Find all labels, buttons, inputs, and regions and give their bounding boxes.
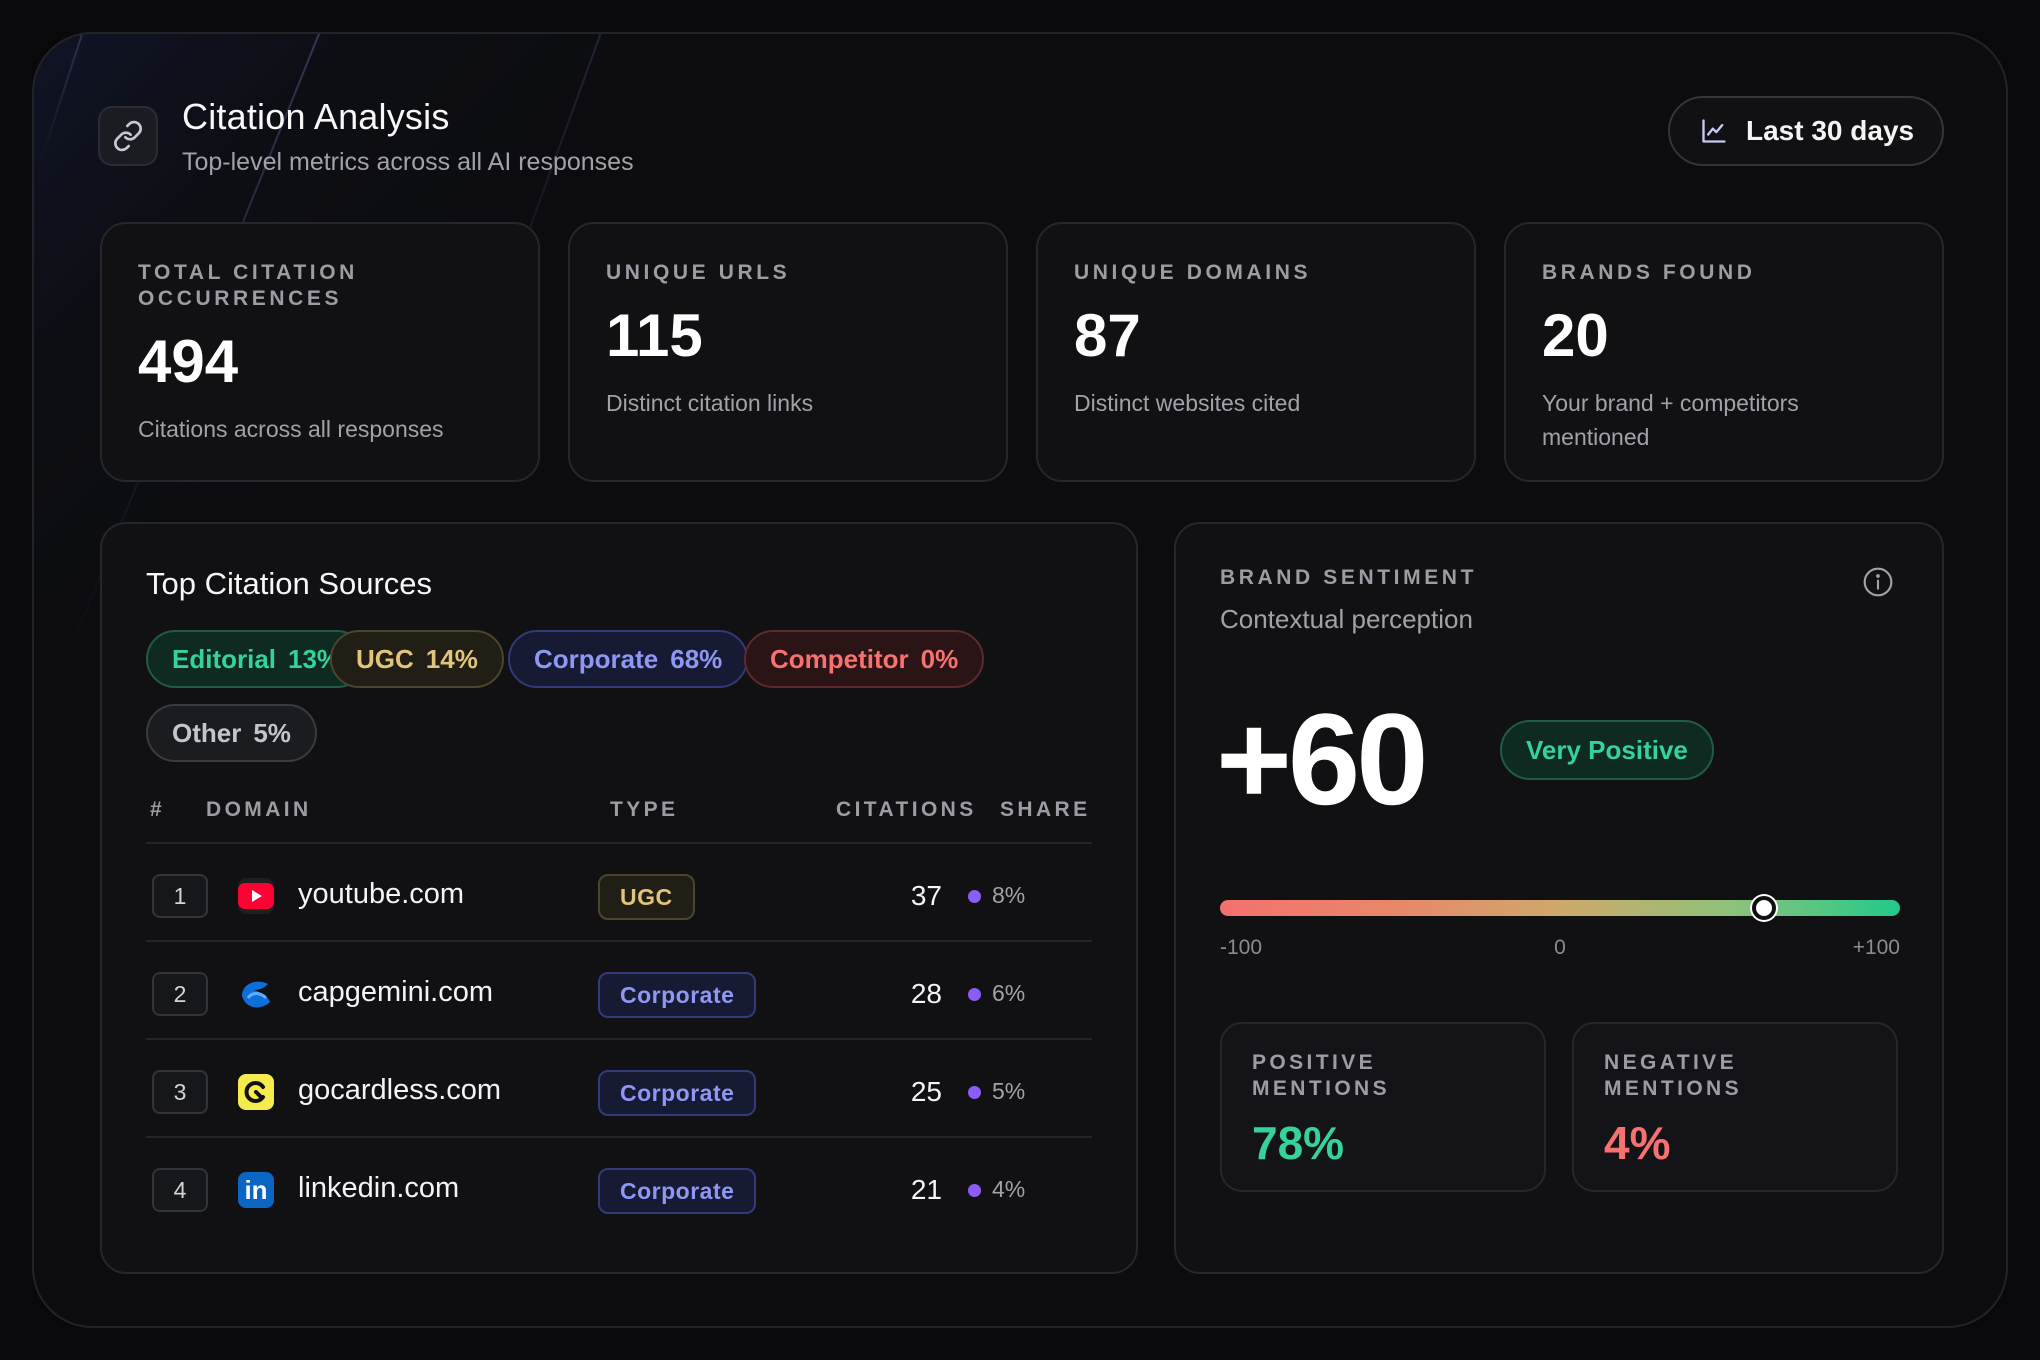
domain-name: capgemini.com	[298, 976, 494, 1008]
stat-description: Citations across all responses	[138, 416, 444, 442]
citation-count: 21	[910, 1174, 942, 1205]
negative-mentions-value: 4%	[1604, 1117, 1671, 1169]
sentiment-label: BRAND SENTIMENT	[1220, 566, 1477, 589]
stat-value: 20	[1542, 302, 1609, 369]
stat-value: 87	[1074, 302, 1141, 369]
sentiment-scale-marker	[1752, 896, 1776, 920]
share-percent: 4%	[992, 1176, 1026, 1202]
gocardless-icon	[238, 1074, 274, 1110]
sources-title: Top Citation Sources	[146, 566, 433, 601]
share-dot	[968, 1086, 981, 1099]
page-title: Citation Analysis	[182, 96, 450, 137]
type-badge: Corporate	[598, 1168, 757, 1214]
sentiment-badge: Very Positive	[1500, 720, 1714, 780]
stat-label: TOTAL CITATION OCCURRENCES	[138, 261, 358, 310]
type-badge: UGC	[598, 874, 695, 920]
chip-name: UGC	[356, 643, 414, 674]
share-percent: 5%	[992, 1078, 1026, 1104]
chip-name: Competitor	[770, 643, 909, 674]
negative-mentions-card: NEGATIVE MENTIONS 4%	[1572, 1022, 1898, 1192]
stat-value: 494	[138, 328, 239, 395]
negative-mentions-label: NEGATIVE MENTIONS	[1604, 1051, 1743, 1100]
sentiment-score: +60	[1216, 686, 1429, 832]
chip-percent: 14%	[425, 643, 478, 674]
stat-label: UNIQUE URLS	[606, 261, 791, 284]
date-range-label: Last 30 days	[1746, 115, 1915, 146]
chip-name: Editorial	[172, 643, 277, 674]
page-subtitle: Top-level metrics across all AI response…	[182, 148, 634, 176]
chip-name: Corporate	[534, 643, 659, 674]
stat-card-unique-urls: UNIQUE URLS 115 Distinct citation links	[568, 222, 1008, 482]
share-percent: 6%	[992, 980, 1026, 1006]
domain-name: youtube.com	[298, 878, 465, 910]
chip-percent: 0%	[920, 643, 959, 674]
linkedin-icon: in	[238, 1172, 274, 1208]
sentiment-subtitle: Contextual perception	[1220, 604, 1473, 634]
column-header-citations[interactable]: CITATIONS	[836, 798, 977, 821]
positive-mentions-label: POSITIVE MENTIONS	[1252, 1051, 1391, 1100]
stat-card-brands-found: BRANDS FOUND 20 Your brand + competitors…	[1504, 222, 1944, 482]
positive-mentions-card: POSITIVE MENTIONS 78%	[1220, 1022, 1546, 1192]
brand-sentiment-card: BRAND SENTIMENT Contextual perception +6…	[1174, 522, 1944, 1274]
domain-name: linkedin.com	[298, 1172, 460, 1204]
stat-label: UNIQUE DOMAINS	[1074, 261, 1312, 284]
sentiment-scale-bar	[1220, 900, 1900, 916]
chip-competitor[interactable]: Competitor 0%	[744, 630, 985, 688]
share-dot	[968, 1184, 981, 1197]
type-badge: Corporate	[598, 972, 757, 1018]
scale-max-label: +100	[1852, 936, 1900, 959]
column-header-domain[interactable]: DOMAIN	[206, 798, 312, 821]
stat-description: Distinct citation links	[606, 390, 814, 416]
citation-count: 28	[910, 978, 942, 1009]
youtube-icon	[238, 878, 274, 914]
capgemini-icon	[238, 976, 274, 1012]
info-icon[interactable]	[1862, 566, 1894, 598]
citation-count: 37	[910, 880, 942, 911]
stat-value: 115	[606, 302, 703, 369]
chip-percent: 5%	[253, 717, 291, 748]
scale-mid-label: 0	[1554, 936, 1566, 959]
share-dot	[968, 988, 981, 1001]
rank-number: 2	[152, 972, 208, 1016]
stat-description: Distinct websites cited	[1074, 390, 1301, 416]
chip-percent: 68%	[670, 643, 723, 674]
top-citation-sources-card: Top Citation Sources Editorial 13% UGC 1…	[100, 522, 1138, 1274]
chip-other[interactable]: Other 5%	[146, 704, 317, 762]
date-range-button[interactable]: Last 30 days	[1668, 96, 1944, 166]
share-dot	[968, 890, 981, 903]
citation-count: 25	[910, 1076, 942, 1107]
stat-card-unique-domains: UNIQUE DOMAINS 87 Distinct websites cite…	[1036, 222, 1476, 482]
chip-name: Other	[172, 717, 242, 748]
chip-corporate[interactable]: Corporate 68%	[508, 630, 749, 688]
rank-number: 3	[152, 1070, 208, 1114]
column-header-type[interactable]: TYPE	[610, 798, 679, 821]
citation-analysis-panel: Citation Analysis Top-level metrics acro…	[32, 32, 2008, 1328]
chip-ugc[interactable]: UGC 14%	[330, 630, 504, 688]
rank-number: 4	[152, 1168, 208, 1212]
share-percent: 8%	[992, 882, 1026, 908]
column-header-share[interactable]: SHARE	[1000, 798, 1091, 821]
link-icon	[98, 106, 158, 166]
positive-mentions-value: 78%	[1252, 1117, 1345, 1169]
column-header-rank: #	[150, 798, 166, 821]
line-chart-icon	[1702, 119, 1726, 143]
stat-card-total-citations: TOTAL CITATION OCCURRENCES 494 Citations…	[100, 222, 540, 482]
rank-number: 1	[152, 874, 208, 918]
stat-description: Your brand + competitors mentioned	[1542, 390, 1799, 450]
stat-label: BRANDS FOUND	[1542, 261, 1756, 284]
scale-min-label: -100	[1220, 936, 1263, 959]
domain-name: gocardless.com	[298, 1074, 502, 1106]
type-badge: Corporate	[598, 1070, 757, 1116]
